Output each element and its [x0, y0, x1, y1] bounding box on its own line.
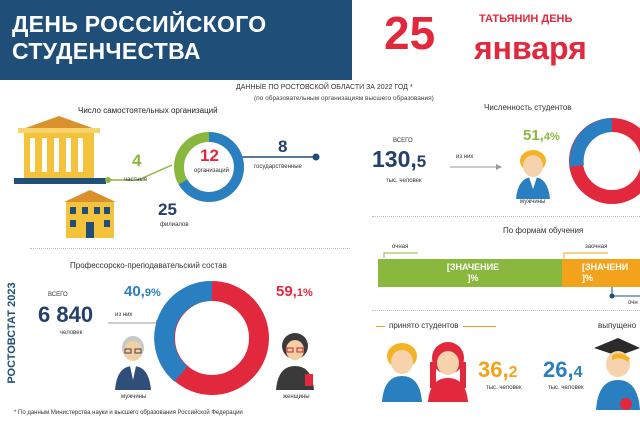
footnote: * По данным Министерства науки и высшего…: [14, 410, 243, 416]
orgs-state-label: государственные: [254, 164, 302, 170]
students-men-label: мужчины: [520, 199, 546, 205]
orgs-state-value: 8: [278, 137, 288, 156]
orgs-branches-value: 25: [158, 200, 177, 219]
staff-donut-chart: [154, 280, 269, 395]
orgs-private-value: 4: [132, 151, 142, 170]
orgs-branches-label: филиалов: [160, 222, 189, 228]
students-title: Численность студентов: [484, 103, 572, 112]
staff-total-label: ВСЕГО: [48, 292, 68, 298]
orgs-donut-chart: [174, 132, 244, 202]
header-banner: [0, 0, 352, 80]
staff-title: Профессорско-преподавательский состав: [70, 261, 227, 270]
orgs-connector-lines: [105, 153, 320, 183]
graduated-value: 26,4: [543, 357, 583, 382]
divider-right-2: [372, 310, 640, 311]
admitted-unit: тыс. человек: [486, 385, 522, 391]
admitted-title: принято студентов: [385, 321, 463, 330]
header-holiday: ТАТЬЯНИН ДЕНЬ: [479, 13, 573, 25]
admitted-value: 36,2: [478, 357, 518, 382]
staff-men-pct: 40,9%: [124, 283, 161, 300]
graduated-title: выпущено: [598, 321, 637, 330]
branch-building-icon: [64, 190, 116, 238]
students-arrow: [450, 164, 502, 170]
orgs-title: Число самостоятельных организаций: [78, 106, 218, 115]
man-avatar-icon: [115, 336, 151, 390]
subtitle-line1: ДАННЫЕ ПО РОСТОВСКОЙ ОБЛАСТИ ЗА 2022 ГОД…: [236, 84, 413, 91]
admitted-students-icon: [382, 342, 468, 402]
forms-evening-label: очн: [628, 300, 638, 306]
vertical-label: РОСТОВСТАТ 2023: [6, 282, 18, 384]
graduate-icon: [594, 338, 640, 410]
students-total: 130,5: [372, 146, 427, 172]
staff-men-label: мужчины: [121, 394, 147, 400]
divider-left: [30, 248, 350, 249]
forms-full-time-value: [ЗНАЧЕНИЕ]%: [446, 262, 500, 283]
forms-part-time-label: заочная: [585, 244, 608, 250]
staff-women-label: женщины: [283, 394, 310, 400]
staff-unit: человек: [60, 330, 83, 336]
forms-connectors: [383, 252, 640, 299]
staff-total: 6 840: [38, 302, 94, 327]
forms-part-time-bar: [562, 259, 640, 287]
staff-women-pct: 59,1%: [276, 283, 313, 300]
forms-part-time-value: [ЗНАЧЕНИ]%: [582, 262, 629, 283]
orgs-total: 12: [200, 146, 219, 165]
header-title-line1: ДЕНЬ РОССИЙСКОГО: [12, 11, 267, 37]
divider-right-1: [372, 216, 640, 217]
forms-title: По формам обучения: [503, 226, 584, 235]
orgs-total-label: организаций: [194, 168, 229, 174]
subtitle-line2: (по образовательным организациям высшего…: [254, 95, 434, 102]
woman-avatar-icon: [276, 333, 314, 390]
forms-full-time-bar: [378, 259, 562, 287]
students-of-them: из них: [456, 154, 474, 160]
orgs-private-label: частные: [124, 177, 148, 183]
header-month: января: [474, 30, 587, 66]
student-boy-icon: [516, 150, 550, 199]
students-men-pct: 51,4%: [523, 127, 560, 144]
header-title-line2: СТУДЕНЧЕСТВА: [12, 38, 201, 64]
staff-of-them: из них: [115, 312, 133, 318]
students-donut-chart: [569, 118, 640, 204]
university-building-icon: [14, 116, 106, 184]
students-unit: тыс. человек: [386, 178, 422, 184]
graduated-unit: тыс. человек: [548, 385, 584, 391]
students-total-label: ВСЕГО: [393, 138, 413, 144]
header-day: 25: [384, 7, 436, 59]
forms-full-time-label: очная: [392, 244, 409, 250]
